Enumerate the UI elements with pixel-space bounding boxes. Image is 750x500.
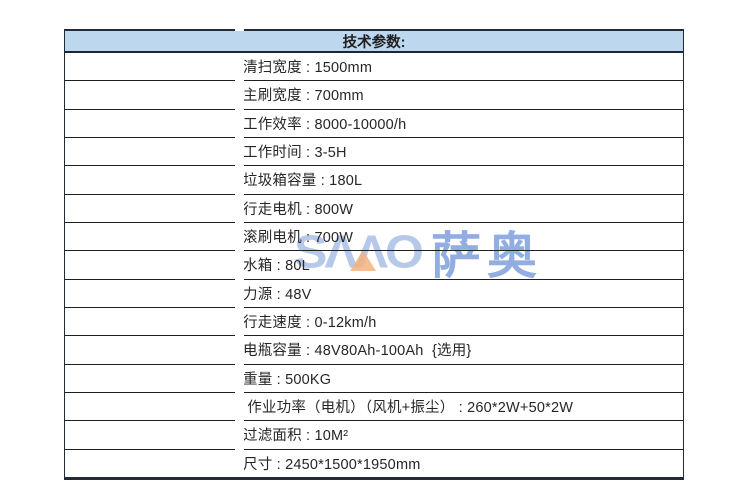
table-title: 技术参数: (342, 34, 406, 51)
brand-chinese-name: 萨奥 (430, 228, 543, 284)
table-row: 电瓶容量 : 48V80Ah-100Ah {选用} (65, 336, 683, 365)
table-header-row: 技术参数: (65, 31, 683, 53)
spec-text: 尺寸 : 2450*1500*1950mm (243, 456, 421, 473)
spec-text: 作业功率（电机）（风机+振尘） : 260*2W+50*2W (243, 400, 574, 417)
table-row: 过滤面积 : 10M² (65, 421, 683, 450)
table-row: 主刷宽度 : 700mm (65, 81, 683, 110)
table-row: 工作时间 : 3-5H (65, 138, 683, 167)
table-row: 力源 : 48V (65, 280, 683, 308)
spec-table: 技术参数: 清扫宽度 : 1500mm 主刷宽度 : 700mm 工作效率 : … (64, 29, 684, 480)
table-row: 行走速度 : 0-12km/h (65, 308, 683, 337)
spec-text: 滚刷电机 : 700W (243, 230, 354, 247)
spec-text: 电瓶容量 : 48V80Ah-100Ah {选用} (243, 343, 472, 360)
brand-triangle-icon (350, 250, 376, 271)
table-row: 清扫宽度 : 1500mm (65, 53, 683, 82)
table-row: 行走电机 : 800W (65, 195, 683, 223)
spec-text: 工作效率 : 8000-10000/h (243, 116, 407, 133)
spec-text: 工作时间 : 3-5H (243, 145, 347, 162)
table-row: 滚刷电机 : 700W (65, 223, 683, 252)
table-row: 垃圾箱容量 : 180L (65, 166, 683, 195)
table-row: 水箱 : 80L (65, 251, 683, 280)
spec-text: 主刷宽度 : 700mm (243, 88, 364, 105)
border-gap-column (235, 53, 244, 477)
spec-text: 清扫宽度 : 1500mm (243, 60, 373, 77)
table-row: 尺寸 : 2450*1500*1950mm (65, 450, 683, 477)
border-gap-top (235, 29, 244, 31)
table-body: 清扫宽度 : 1500mm 主刷宽度 : 700mm 工作效率 : 8000-1… (65, 53, 683, 477)
table-row: 作业功率（电机）（风机+振尘） : 260*2W+50*2W (65, 393, 683, 422)
spec-text: 水箱 : 80L (243, 258, 310, 275)
spec-text: 力源 : 48V (243, 286, 312, 303)
spec-text: 垃圾箱容量 : 180L (243, 173, 363, 190)
spec-text: 过滤面积 : 10M² (243, 428, 349, 445)
spec-text: 行走电机 : 800W (243, 201, 354, 218)
table-row: 工作效率 : 8000-10000/h (65, 110, 683, 138)
table-row: 重量 : 500KG (65, 365, 683, 393)
brand-watermark: SΛΛO 萨奥 (294, 222, 543, 284)
spec-text: 行走速度 : 0-12km/h (243, 315, 377, 332)
spec-text: 重量 : 500KG (243, 371, 332, 388)
